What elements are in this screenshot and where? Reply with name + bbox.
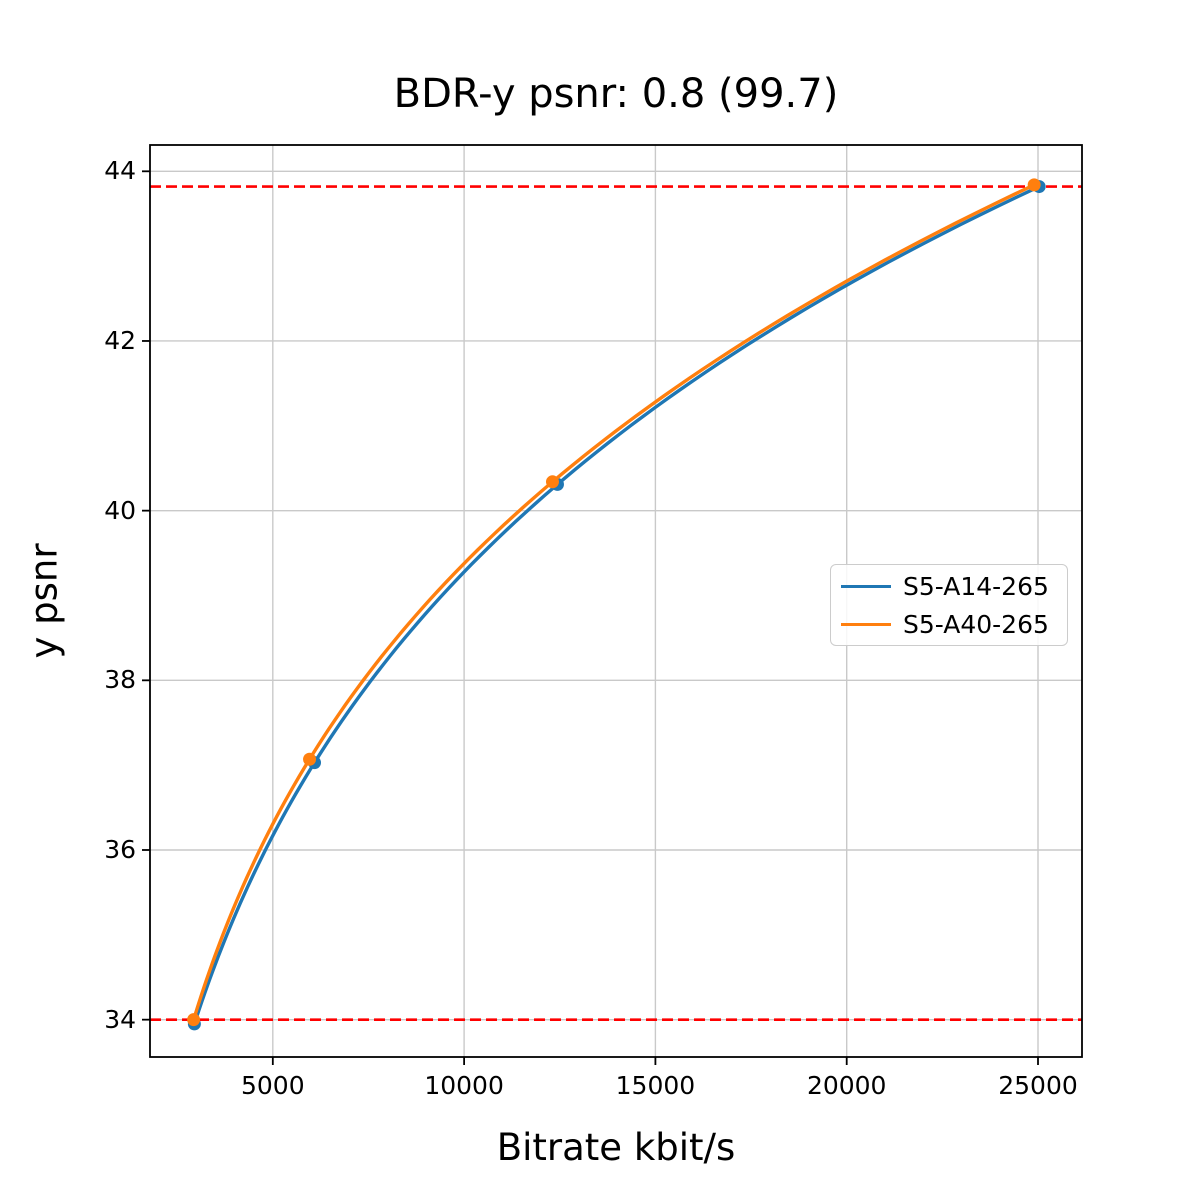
- legend: S5-A14-265 S5-A40-265: [830, 564, 1068, 646]
- axes-spines: [149, 144, 1083, 1058]
- series-s5-a40-265: [187, 178, 1041, 1027]
- y-tick-label: 36: [104, 834, 136, 864]
- x-tick-label: 5000: [241, 1071, 305, 1100]
- y-tick-label: 44: [104, 156, 136, 186]
- legend-line-sample-orange: [841, 622, 891, 626]
- y-tick-label: 40: [104, 495, 136, 525]
- y-tick-label: 42: [104, 325, 136, 355]
- chart-title: BDR-y psnr: 0.8 (99.7): [393, 71, 839, 117]
- legend-entry-s5-a40-265: S5-A40-265: [841, 610, 1057, 639]
- x-tick-label: 10000: [424, 1071, 504, 1100]
- legend-label: S5-A40-265: [903, 609, 1049, 639]
- y-axis-label: y psnr: [22, 543, 66, 659]
- y-tick-label: 34: [104, 1004, 136, 1034]
- x-tick-label: 15000: [615, 1071, 696, 1100]
- data-point: [545, 475, 559, 489]
- x-tick-label: 20000: [806, 1071, 887, 1100]
- legend-line-sample-blue: [841, 584, 891, 588]
- legend-entry-s5-a14-265: S5-A14-265: [841, 572, 1057, 601]
- x-tick-label: 25000: [998, 1071, 1078, 1100]
- x-axis-label: Bitrate kbit/s: [496, 1126, 736, 1169]
- y-tick-label: 38: [104, 665, 136, 695]
- data-point: [187, 1013, 201, 1027]
- tick-marks: [142, 170, 1039, 1065]
- legend-label: S5-A14-265: [903, 571, 1049, 601]
- data-point: [303, 752, 317, 766]
- bd-overlap-hlines: [150, 185, 1082, 1021]
- grid-lines: [150, 145, 1082, 1057]
- data-point: [1027, 178, 1041, 192]
